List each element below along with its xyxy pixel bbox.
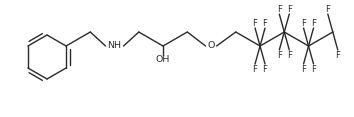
- Text: F: F: [277, 4, 282, 13]
- Text: F: F: [277, 51, 282, 60]
- Text: F: F: [287, 4, 292, 13]
- Text: F: F: [301, 18, 306, 27]
- Text: F: F: [311, 18, 316, 27]
- Text: F: F: [287, 51, 292, 60]
- Text: F: F: [325, 4, 330, 13]
- Text: F: F: [311, 64, 316, 73]
- Text: F: F: [301, 64, 306, 73]
- Text: F: F: [335, 51, 340, 60]
- Text: F: F: [263, 18, 268, 27]
- Text: F: F: [253, 64, 257, 73]
- Text: F: F: [253, 18, 257, 27]
- Text: OH: OH: [156, 55, 170, 64]
- Text: O: O: [208, 42, 215, 51]
- Text: F: F: [263, 64, 268, 73]
- Text: NH: NH: [108, 42, 121, 51]
